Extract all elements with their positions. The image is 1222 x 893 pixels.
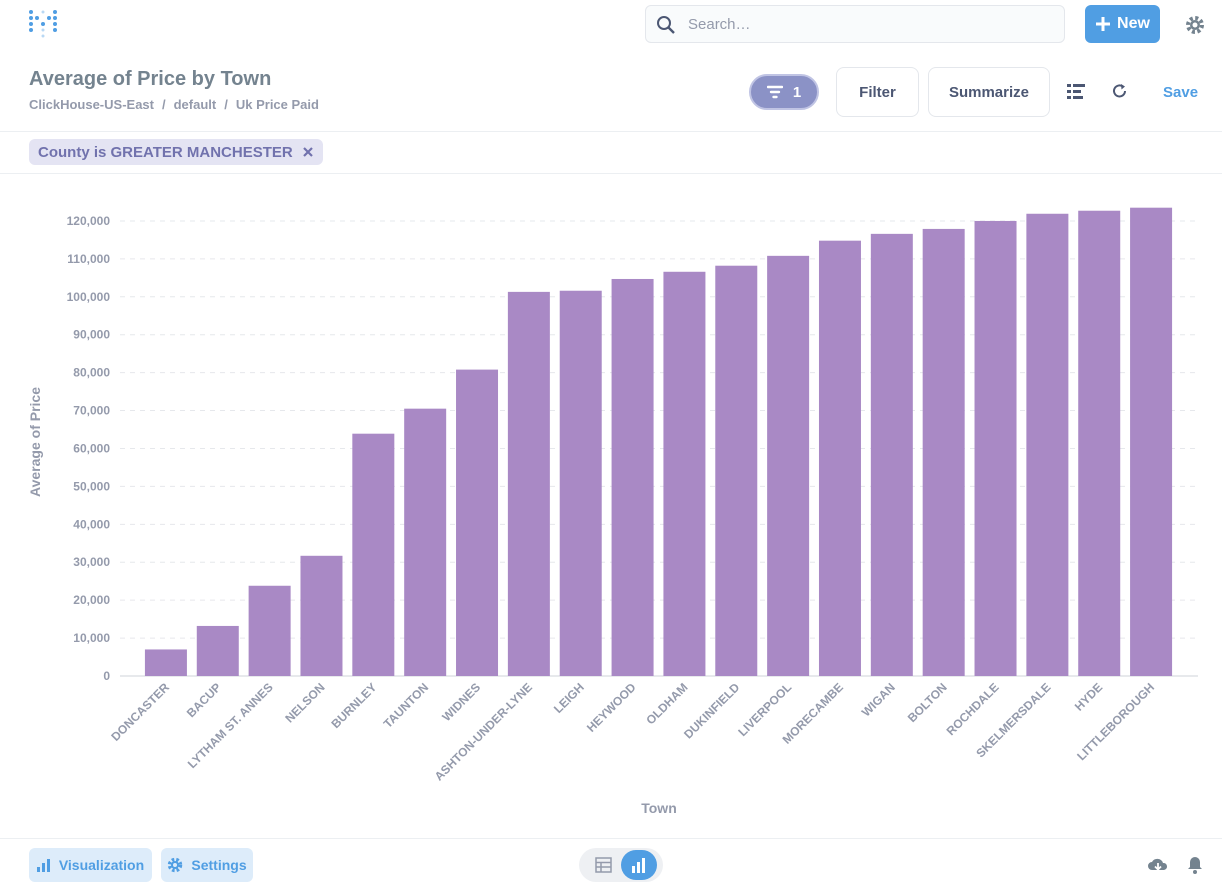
- x-tick-label: TAUNTON: [381, 680, 432, 731]
- y-tick-label: 0: [103, 669, 110, 683]
- y-tick-label: 90,000: [73, 328, 110, 342]
- bar: [767, 255, 810, 676]
- y-tick-label: 10,000: [73, 631, 110, 645]
- x-tick-label: BURNLEY: [329, 680, 380, 731]
- breadcrumb-item[interactable]: Uk Price Paid: [235, 97, 319, 112]
- question-title: Average of Price by Town: [29, 68, 272, 90]
- bar: [663, 271, 706, 676]
- bar: [352, 433, 395, 676]
- bar: [248, 585, 291, 676]
- divider: [0, 131, 1222, 132]
- bar: [1026, 213, 1069, 677]
- bar: [818, 240, 861, 676]
- breadcrumb-item[interactable]: default: [173, 97, 217, 112]
- y-axis-label: Average of Price: [27, 387, 43, 497]
- x-tick-label: BACUP: [184, 680, 224, 720]
- bar: [404, 408, 447, 676]
- x-tick-label: BOLTON: [905, 680, 950, 725]
- x-tick-label: HEYWOOD: [584, 680, 639, 735]
- filter-chip[interactable]: County is GREATER MANCHESTER: [29, 139, 323, 165]
- filter-count-pill[interactable]: 1: [749, 74, 819, 110]
- y-tick-label: 30,000: [73, 555, 110, 569]
- bar: [870, 233, 913, 677]
- x-tick-label: WIDNES: [439, 680, 483, 724]
- x-tick-label: LEIGH: [551, 680, 587, 716]
- bar: [196, 625, 239, 676]
- x-tick-label: DUKINFIELD: [681, 680, 743, 742]
- y-tick-label: 20,000: [73, 593, 110, 607]
- bar: [922, 228, 965, 676]
- x-axis-label: Town: [641, 800, 677, 816]
- x-tick-label: NELSON: [282, 680, 327, 725]
- x-tick-label: WIGAN: [859, 680, 898, 719]
- y-tick-label: 100,000: [67, 290, 111, 304]
- x-tick-label: DONCASTER: [108, 680, 172, 744]
- remove-filter-icon[interactable]: [302, 147, 313, 157]
- alert-bell-icon[interactable]: [1186, 856, 1204, 874]
- view-toggle: [579, 848, 663, 882]
- notebook-icon[interactable]: [1066, 83, 1086, 101]
- x-tick-label: OLDHAM: [643, 680, 690, 727]
- filter-button[interactable]: Filter: [836, 67, 919, 117]
- bar: [974, 220, 1017, 676]
- bar: [300, 555, 343, 676]
- bar: [715, 265, 758, 676]
- settings-button[interactable]: Settings: [161, 848, 253, 882]
- logo[interactable]: [28, 8, 58, 40]
- bar: [611, 278, 654, 676]
- save-button[interactable]: Save: [1163, 84, 1199, 101]
- y-tick-label: 120,000: [67, 214, 111, 228]
- chart-icon: [36, 859, 50, 872]
- bar: [559, 290, 602, 676]
- breadcrumb-item[interactable]: ClickHouse-US-East: [29, 97, 154, 112]
- download-icon[interactable]: [1147, 856, 1169, 874]
- chart-view-icon: [632, 858, 645, 873]
- filter-icon: [766, 85, 783, 99]
- y-tick-label: 60,000: [73, 441, 110, 455]
- y-tick-label: 50,000: [73, 479, 110, 493]
- divider: [0, 838, 1222, 839]
- bar: [456, 369, 499, 676]
- x-tick-label: ASHTON-UNDER-LYNE: [432, 680, 535, 783]
- chart-view-toggle[interactable]: [621, 850, 657, 880]
- y-tick-label: 40,000: [73, 517, 110, 531]
- table-view-icon[interactable]: [595, 857, 612, 873]
- search-icon: [657, 16, 675, 34]
- x-tick-label: HYDE: [1072, 680, 1105, 713]
- summarize-button[interactable]: Summarize: [928, 67, 1050, 117]
- new-button[interactable]: New: [1085, 5, 1160, 43]
- settings-gear[interactable]: [1185, 15, 1205, 35]
- bar: [1078, 210, 1121, 676]
- filter-chip-label: County is GREATER MANCHESTER: [38, 143, 293, 161]
- visualization-button[interactable]: Visualization: [29, 848, 152, 882]
- chart: Average of Price Town 0 10,000 20,000 30,00…: [27, 207, 1198, 816]
- settings-label: Settings: [191, 857, 247, 873]
- y-tick-label: 80,000: [73, 366, 110, 380]
- refresh-icon[interactable]: [1111, 82, 1129, 100]
- filter-count: 1: [792, 83, 802, 101]
- breadcrumb-separator: /: [224, 97, 228, 112]
- bar: [1130, 207, 1173, 677]
- visualization-label: Visualization: [58, 857, 145, 873]
- gear-icon: [168, 857, 183, 873]
- divider: [0, 173, 1222, 174]
- search-box[interactable]: Search…: [645, 5, 1065, 43]
- y-tick-label: 110,000: [67, 252, 110, 266]
- plus-icon: [1096, 17, 1111, 31]
- bar: [507, 291, 550, 676]
- breadcrumb-separator: /: [161, 97, 166, 112]
- x-tick-label: LYTHAM ST. ANNES: [185, 680, 276, 771]
- bar: [144, 649, 187, 676]
- y-tick-label: 70,000: [73, 404, 110, 418]
- search-placeholder: Search…: [688, 16, 751, 33]
- new-label: New: [1117, 15, 1150, 32]
- breadcrumb: ClickHouse-US-East / default / Uk Price …: [29, 97, 319, 112]
